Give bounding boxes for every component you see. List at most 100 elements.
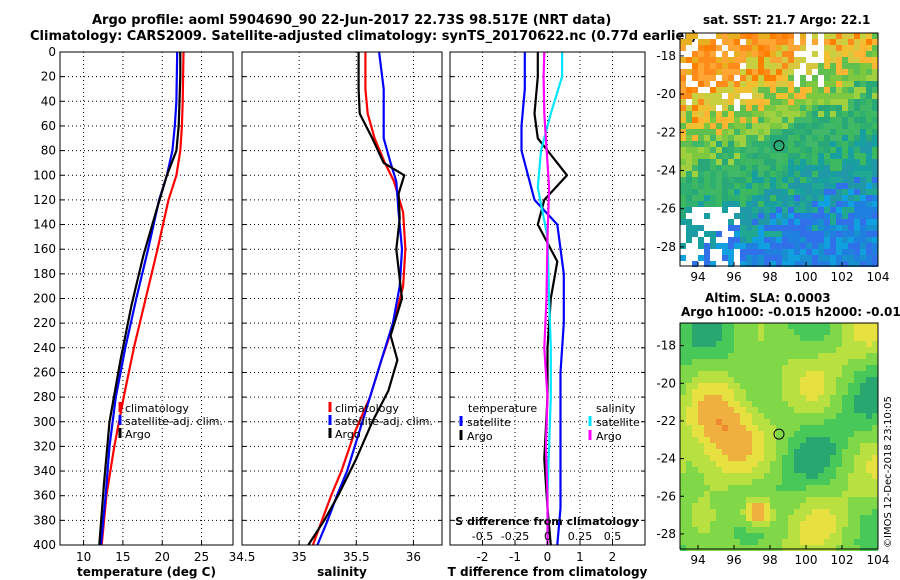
xtick-label: 34.5 <box>229 550 256 564</box>
x-axis-label: temperature (deg C) <box>77 565 216 579</box>
argo-location-marker <box>773 140 785 152</box>
ytick-label: 220 <box>33 316 56 330</box>
xtick-label: 25 <box>194 550 209 564</box>
climatology-title: Climatology: CARS2009. Satellite-adjuste… <box>30 29 697 44</box>
map-ytick-label: -24 <box>656 452 676 466</box>
map-xtick-label: 96 <box>726 270 741 284</box>
map-xtick-label: 94 <box>690 553 705 567</box>
series-line-salinity-satellite <box>536 52 564 545</box>
x-axis-label: T difference from climatology <box>448 565 648 579</box>
legend-entry: satellite <box>596 416 640 429</box>
xtick-label: -2 <box>477 550 489 564</box>
map-xtick-label: 98 <box>762 553 777 567</box>
xtick-label-salinity-diff: 0.5 <box>604 530 622 543</box>
ytick-label: 300 <box>33 415 56 429</box>
xtick-label: -1 <box>509 550 521 564</box>
ytick-label: 60 <box>41 119 56 133</box>
xtick-label: 35 <box>292 550 307 564</box>
xtick-label: 1 <box>576 550 584 564</box>
xtick-label: 10 <box>76 550 91 564</box>
map-xtick-label: 102 <box>831 553 854 567</box>
map-ytick-label: -26 <box>656 202 676 216</box>
map-ytick-label: -28 <box>656 240 676 254</box>
ytick-label: 20 <box>41 70 56 84</box>
ytick-label: 380 <box>33 513 56 527</box>
map-ytick-label: -26 <box>656 489 676 503</box>
map-ytick-label: -18 <box>656 339 676 353</box>
argo-location-marker <box>773 428 785 440</box>
ytick-label: 40 <box>41 94 56 108</box>
ytick-label: 240 <box>33 341 56 355</box>
map-frame <box>679 32 879 267</box>
map-xtick-label: 102 <box>831 270 854 284</box>
sst-field <box>680 33 878 267</box>
legend-entry: climatology <box>125 402 189 415</box>
xtick-label-salinity-diff: -0.25 <box>501 530 529 543</box>
xtick-label: 15 <box>115 550 130 564</box>
ytick-label: 400 <box>33 538 56 552</box>
legend-entry: Argo <box>335 428 361 441</box>
series-line-salinity-argo <box>542 51 551 545</box>
legend-entry: Argo <box>467 430 493 443</box>
legend-entry: Argo <box>596 430 622 443</box>
sla-map-title: Altim. SLA: 0.0003 <box>705 291 831 305</box>
series-line-temperature-satellite <box>520 52 565 546</box>
map-ytick-label: -28 <box>656 527 676 541</box>
x-axis-label: salinity <box>317 565 367 579</box>
ytick-label: 340 <box>33 464 56 478</box>
legend-entry: satellite <box>467 416 511 429</box>
ytick-label: 320 <box>33 439 56 453</box>
x-axis-label-salinity-diff: S difference from climatology <box>455 515 639 528</box>
xtick-label: 20 <box>155 550 170 564</box>
sla-field <box>680 323 878 551</box>
ytick-label: 140 <box>33 218 56 232</box>
series-line-climatology <box>100 51 185 546</box>
legend-title-temperature: temperature <box>468 402 537 415</box>
ytick-label: 260 <box>33 365 56 379</box>
profile-title: Argo profile: aoml 5904690_90 22-Jun-201… <box>92 13 612 28</box>
ytick-label: 280 <box>33 390 56 404</box>
legend-entry: satellite-adj. clim. <box>335 415 433 428</box>
ytick-label: 200 <box>33 292 56 306</box>
map-xtick-label: 96 <box>726 553 741 567</box>
imos-credit: ©IMOS 12-Dec-2018 23:10:05 <box>883 396 894 548</box>
ytick-label: 80 <box>41 144 56 158</box>
legend-entry: climatology <box>335 402 399 415</box>
map-ytick-label: -20 <box>656 87 676 101</box>
map-xtick-label: 100 <box>795 553 818 567</box>
ytick-label: 180 <box>33 267 56 281</box>
sst-map-title: sat. SST: 21.7 Argo: 22.1 <box>703 13 870 27</box>
map-ytick-label: -18 <box>656 49 676 63</box>
map-frame <box>679 322 879 550</box>
map-xtick-label: 104 <box>867 553 890 567</box>
map-ytick-label: -24 <box>656 164 676 178</box>
ytick-label: 100 <box>33 168 56 182</box>
map-ytick-label: -22 <box>656 414 676 428</box>
xtick-label: 2 <box>609 550 617 564</box>
legend-title-salinity: salinity <box>596 402 636 415</box>
series-line-argo <box>307 52 406 546</box>
sla-map-subtitle: Argo h1000: -0.015 h2000: -0.019 <box>681 305 900 319</box>
map-ytick-label: -20 <box>656 376 676 390</box>
map-xtick-label: 98 <box>762 270 777 284</box>
xtick-label-salinity-diff: -0.5 <box>472 530 493 543</box>
legend-entry: satellite-adj. clim. <box>125 415 223 428</box>
plot-frame <box>59 51 234 546</box>
ytick-label: 0 <box>48 45 56 59</box>
legend-entry: Argo <box>125 428 151 441</box>
series-line-climatology <box>311 52 407 546</box>
ytick-label: 160 <box>33 242 56 256</box>
ytick-label: 360 <box>33 489 56 503</box>
series-line-satellite-adj-clim- <box>99 51 179 546</box>
xtick-label: 36 <box>406 550 421 564</box>
ytick-label: 120 <box>33 193 56 207</box>
xtick-label-salinity-diff: 0 <box>544 530 551 543</box>
series-line-argo <box>98 52 182 546</box>
xtick-label: 35.5 <box>343 550 370 564</box>
map-ytick-label: -22 <box>656 125 676 139</box>
map-xtick-label: 100 <box>795 270 818 284</box>
map-xtick-label: 94 <box>690 270 705 284</box>
map-xtick-label: 104 <box>867 270 890 284</box>
xtick-label-salinity-diff: 0.25 <box>568 530 593 543</box>
